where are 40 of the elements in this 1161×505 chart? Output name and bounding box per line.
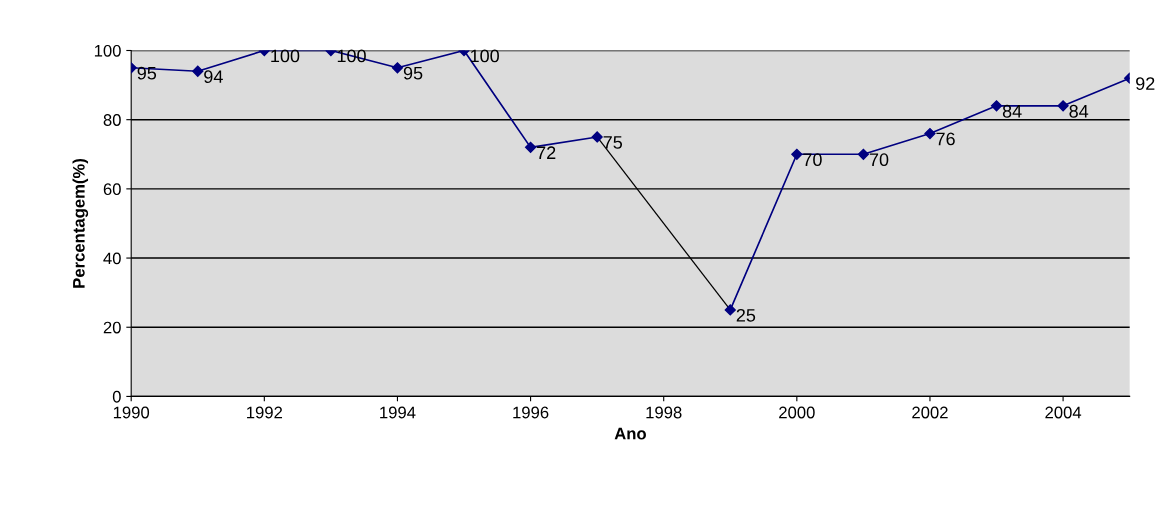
data-label: 84 <box>1069 104 1089 118</box>
data-label: 75 <box>603 136 623 149</box>
data-label: 95 <box>137 66 157 80</box>
y-tick-label: 40 <box>103 252 121 265</box>
data-label: 25 <box>736 308 756 322</box>
point <box>391 62 404 74</box>
x-axis-title: Ano <box>614 427 646 440</box>
data-label: 70 <box>869 153 889 167</box>
x-tick-label: 1990 <box>113 406 150 419</box>
x-tick-label: 2002 <box>912 406 948 419</box>
y-axis-title: Percentagem(%) <box>72 158 89 288</box>
y-tick-label: 0 <box>112 390 121 403</box>
point <box>591 131 603 143</box>
point <box>524 141 537 153</box>
data-label: 95 <box>403 66 423 80</box>
data-label: 76 <box>936 132 955 146</box>
point <box>1057 100 1069 112</box>
data-label: 72 <box>537 146 556 159</box>
point <box>990 100 1003 112</box>
point <box>924 127 936 140</box>
data-label: 84 <box>1002 104 1022 118</box>
y-tick-label: 80 <box>103 114 121 126</box>
x-tick-label: 2000 <box>779 406 815 419</box>
data-label: 70 <box>803 153 822 167</box>
x-tick-label: 2004 <box>1045 406 1082 419</box>
data-label: 100 <box>271 49 300 63</box>
point <box>791 148 803 160</box>
x-tick-label: 1994 <box>380 406 416 419</box>
point <box>857 148 870 160</box>
x-tick-label: 1992 <box>247 406 283 419</box>
y-tick-label: 20 <box>103 321 121 334</box>
x-tick-label: 1998 <box>646 406 682 419</box>
point <box>192 65 204 77</box>
x-tick-label: 1996 <box>513 406 549 419</box>
data-label: 94 <box>204 70 223 84</box>
y-tick-label: 60 <box>103 183 121 196</box>
data-label: 100 <box>470 49 499 63</box>
y-tick-label: 100 <box>94 44 121 57</box>
point <box>724 304 736 316</box>
data-label: 92 <box>1136 77 1155 90</box>
